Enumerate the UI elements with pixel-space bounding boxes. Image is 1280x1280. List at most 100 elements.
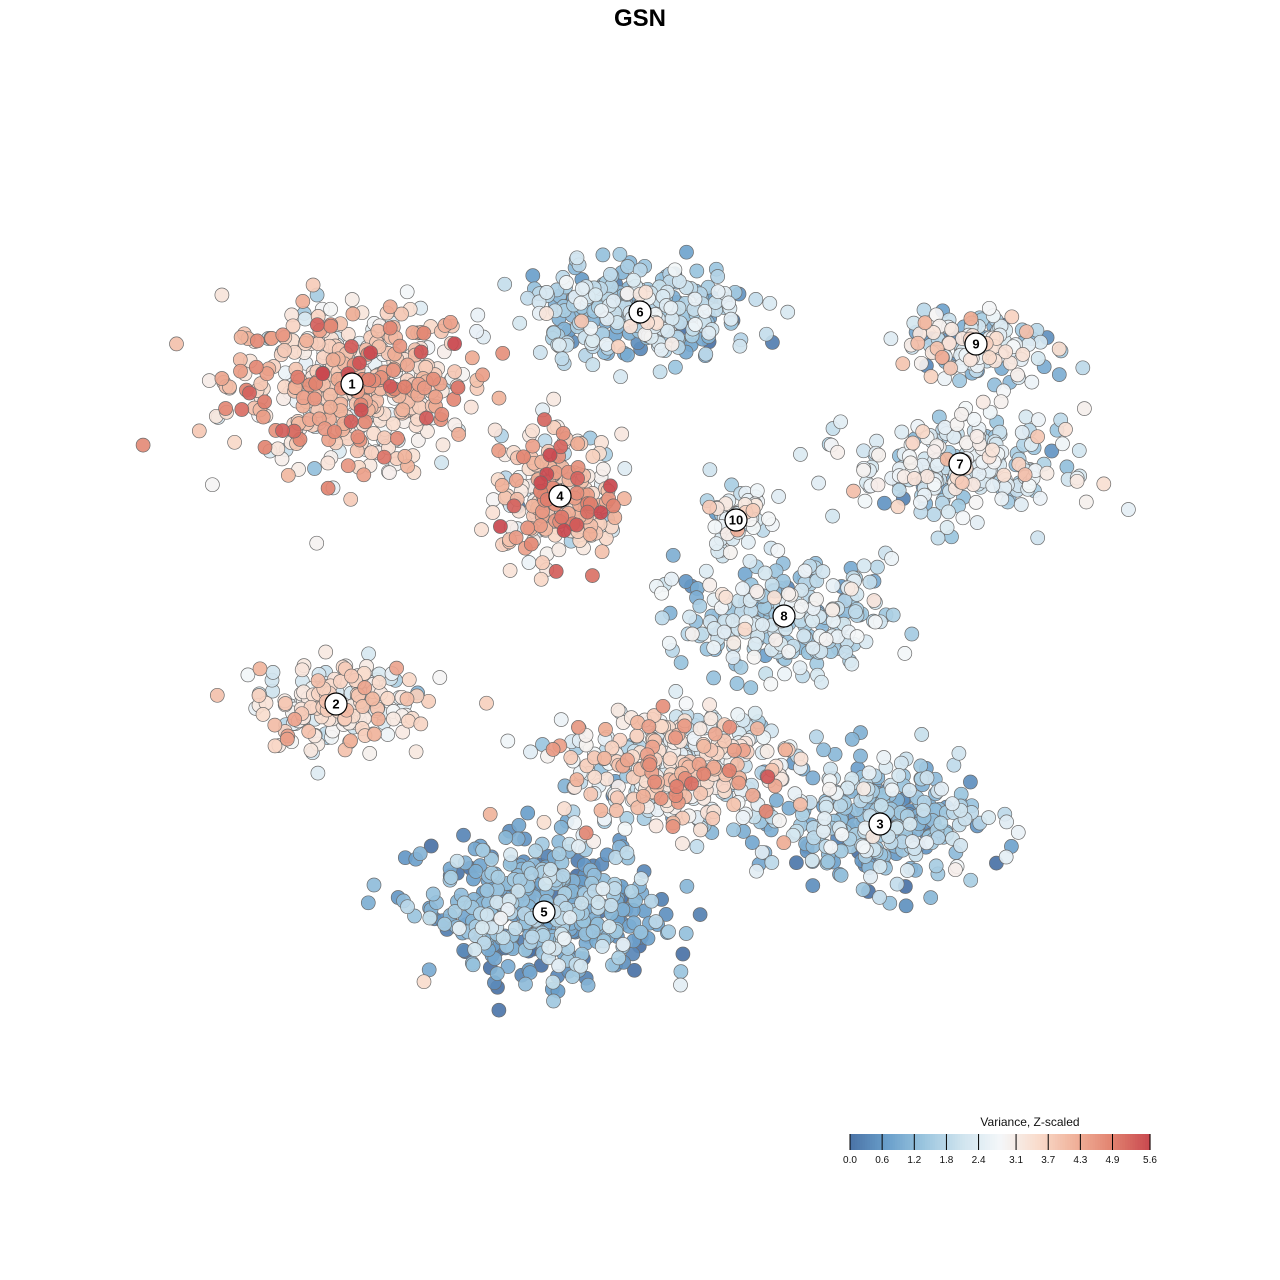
data-point (571, 719, 586, 735)
point-layer (135, 244, 1136, 1018)
data-point (400, 357, 415, 373)
data-point (678, 574, 694, 589)
data-point (543, 862, 558, 877)
colorbar-segment (932, 1134, 936, 1150)
data-point (648, 914, 664, 929)
data-point (275, 327, 291, 343)
colorbar-segment (925, 1134, 929, 1150)
colorbar-segment (1100, 1134, 1104, 1150)
data-point (510, 883, 526, 899)
colorbar-segment (1045, 1134, 1049, 1150)
data-point (425, 886, 441, 902)
data-point (571, 839, 586, 855)
colorbar-segment (985, 1134, 989, 1150)
data-point (556, 801, 572, 817)
colorbar-segment (955, 1134, 959, 1150)
data-point (761, 511, 776, 527)
data-point (255, 409, 271, 425)
colorbar-tick-label: 0.0 (843, 1155, 857, 1166)
data-point (590, 895, 606, 910)
data-point (546, 391, 562, 407)
data-point (277, 343, 292, 358)
cluster-label-badge (628, 300, 652, 324)
data-point (551, 337, 567, 353)
data-point (768, 632, 784, 648)
data-point (601, 919, 617, 935)
data-point (361, 646, 376, 662)
data-point (355, 699, 371, 714)
data-point (201, 373, 217, 388)
data-point (357, 680, 373, 696)
data-point (1058, 422, 1073, 437)
data-point (509, 473, 524, 488)
data-point (702, 577, 718, 593)
data-point (771, 813, 787, 828)
colorbar-segment (1142, 1134, 1146, 1150)
data-point (707, 519, 723, 535)
data-point (385, 416, 401, 432)
data-point (1078, 494, 1094, 510)
data-point (655, 698, 671, 714)
colorbar-segment (917, 1134, 921, 1150)
data-point (663, 300, 679, 316)
data-point (265, 665, 281, 680)
data-point (642, 757, 657, 773)
data-point (620, 259, 635, 274)
cluster-label-1: 1 (340, 372, 364, 396)
data-point (287, 712, 303, 727)
data-point (943, 360, 958, 376)
data-point (555, 425, 571, 441)
data-point (227, 434, 242, 450)
colorbar-segment (915, 1134, 919, 1150)
data-point (662, 751, 678, 767)
data-point (511, 817, 527, 833)
data-point (270, 441, 286, 457)
data-point (310, 765, 326, 781)
colorbar-segment (1032, 1134, 1036, 1150)
data-point (397, 379, 413, 395)
data-point (898, 898, 914, 914)
data-point (668, 730, 683, 746)
data-point (614, 426, 630, 442)
data-point (205, 477, 220, 493)
cluster-label-10: 10 (724, 508, 748, 532)
data-point (904, 626, 920, 642)
colorbar-tick-label: 1.2 (907, 1155, 921, 1166)
cluster-label-layer: 1 2 3 4 5 6 7 8 9 10 (324, 300, 988, 924)
colorbar-segment (1140, 1134, 1144, 1150)
data-point (528, 843, 543, 859)
data-point (585, 924, 601, 939)
data-point (934, 781, 949, 797)
data-point (585, 333, 601, 348)
data-point (242, 385, 257, 401)
data-point (726, 743, 742, 758)
data-point (541, 939, 557, 955)
data-point (435, 437, 451, 453)
data-point (624, 884, 639, 899)
data-point (981, 300, 997, 316)
data-point (698, 563, 714, 579)
data-point (915, 424, 931, 439)
colorbar-segment (1070, 1134, 1074, 1150)
data-point (667, 262, 683, 278)
colorbar-segment (1110, 1134, 1114, 1150)
cluster-label-7: 7 (948, 452, 972, 476)
data-point (525, 268, 541, 283)
colorbar-segment (990, 1134, 994, 1150)
data-point (900, 863, 915, 878)
data-point (1030, 429, 1045, 445)
data-point (585, 357, 601, 373)
data-point (664, 571, 679, 587)
data-point (323, 318, 339, 334)
data-point (778, 742, 793, 758)
colorbar-segment (1147, 1134, 1151, 1150)
data-point (399, 284, 415, 300)
data-point (475, 367, 490, 383)
data-point (603, 267, 618, 282)
data-point (551, 846, 567, 862)
data-point (535, 555, 550, 571)
data-point (537, 876, 553, 892)
data-point (366, 877, 382, 893)
data-point (583, 786, 599, 802)
data-point (948, 862, 963, 878)
